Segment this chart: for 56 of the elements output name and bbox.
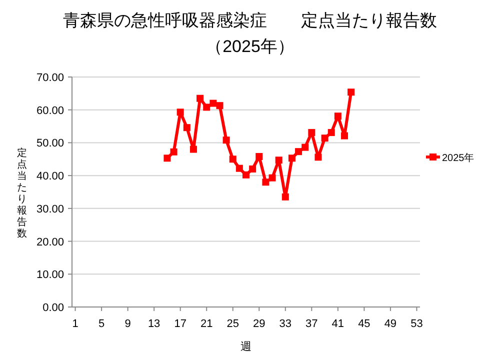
x-tick-label: 33	[279, 318, 292, 330]
point	[183, 124, 190, 132]
y-tick-label: 0.00	[42, 302, 64, 314]
point	[229, 156, 236, 163]
chart-subtitle: （2025年）	[206, 37, 294, 56]
point	[348, 88, 355, 96]
y-tick-label: 40.00	[36, 170, 64, 183]
y-tick-label: 30.00	[36, 203, 64, 216]
point	[295, 148, 302, 156]
point	[334, 112, 342, 120]
x-tick-label: 29	[253, 318, 266, 330]
point	[262, 178, 270, 186]
x-tick-label: 37	[306, 318, 318, 330]
point	[249, 166, 256, 172]
point	[210, 100, 217, 107]
point	[242, 171, 250, 178]
x-tick-label: 49	[384, 318, 397, 330]
point	[256, 153, 263, 160]
point	[170, 148, 178, 156]
x-tick-label: 45	[358, 318, 370, 330]
point	[288, 154, 296, 162]
point	[190, 146, 197, 153]
x-tick-label: 1	[72, 318, 78, 330]
point	[314, 154, 322, 161]
y-tick-label: 50.00	[36, 138, 64, 150]
x-tick-label: 53	[410, 318, 423, 330]
point	[164, 154, 171, 162]
x-tick-label: 13	[148, 318, 160, 330]
x-tick-label: 17	[174, 318, 186, 330]
y-tick-label: 60.00	[36, 104, 64, 117]
point	[236, 164, 243, 172]
x-tick-label: 25	[226, 318, 239, 330]
point	[302, 144, 309, 151]
point	[340, 132, 348, 140]
point	[203, 104, 210, 111]
y-tick-label: 20.00	[36, 236, 64, 248]
y-tick-label: 10.00	[36, 269, 64, 282]
point	[222, 136, 230, 144]
y-axis-title: 定点当たり報告数	[17, 146, 27, 240]
point	[196, 94, 204, 102]
chart-title: 青森県の急性呼吸器感染症 定点当たり報告数	[63, 11, 437, 30]
point	[275, 156, 282, 164]
point	[308, 129, 316, 136]
point	[321, 134, 328, 142]
x-axis-title: 週	[240, 341, 252, 353]
point	[176, 108, 184, 116]
point	[282, 193, 289, 200]
y-tick-label: 70.00	[36, 72, 64, 84]
point	[268, 174, 276, 182]
point	[216, 102, 224, 110]
point	[328, 129, 335, 136]
x-tick-label: 41	[332, 318, 344, 330]
legend-label: 2025年	[442, 152, 474, 164]
x-tick-label: 21	[200, 318, 213, 330]
x-tick-label: 9	[124, 318, 131, 330]
x-tick-label: 5	[98, 318, 105, 330]
